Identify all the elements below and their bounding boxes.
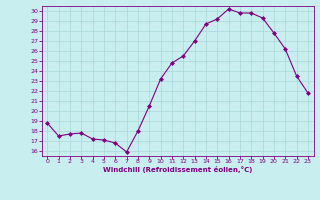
- X-axis label: Windchill (Refroidissement éolien,°C): Windchill (Refroidissement éolien,°C): [103, 166, 252, 173]
